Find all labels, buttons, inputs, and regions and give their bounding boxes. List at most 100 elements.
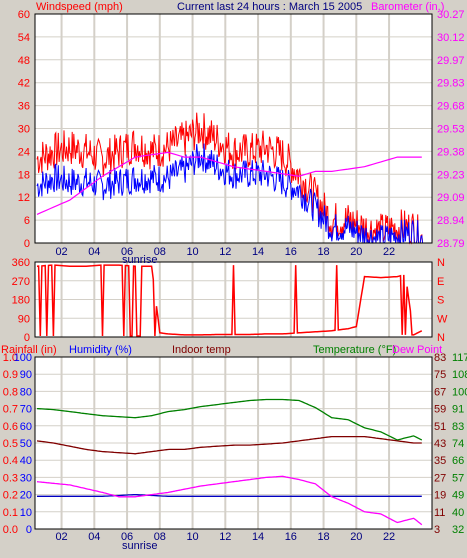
y-tick-label-humidity: 40 (20, 455, 32, 467)
x-tick-label: 12 (219, 246, 231, 258)
y-tick-label-direction: 90 (18, 313, 30, 325)
wind-plot-frame (34, 13, 433, 244)
x-tick-label: 16 (285, 246, 297, 258)
y-tick-label-barometer: 29.53 (437, 124, 465, 136)
y-tick-label-humidity: 90 (20, 369, 32, 381)
y-tick-label-indoor: 51 (434, 421, 446, 433)
barometer-label: Barometer (in.) (371, 1, 444, 13)
y-tick-label-indoor: 83 (434, 352, 446, 364)
y-tick-label-compass: W (437, 313, 448, 325)
y-tick-label-direction: 270 (12, 276, 30, 288)
y-tick-label-temperature: 66 (452, 455, 464, 467)
y-tick-label-barometer: 29.23 (437, 169, 465, 181)
y-tick-label-windspeed: 30 (18, 124, 30, 136)
x-tick-label: 02 (55, 246, 67, 258)
y-tick-label-barometer: 30.12 (437, 32, 465, 44)
y-tick-label-indoor: 3 (434, 524, 440, 536)
rainfall-label: Rainfall (in) (1, 344, 57, 356)
y-tick-label-windspeed: 36 (18, 101, 30, 113)
x-tick-label: 08 (154, 531, 166, 543)
y-tick-label-compass: N (437, 332, 445, 344)
y-tick-label-humidity: 60 (20, 421, 32, 433)
temperature-series-line (36, 398, 423, 441)
y-tick-label-compass: N (437, 257, 445, 269)
windspeed-series-line (36, 112, 424, 245)
y-tick-label-humidity: 50 (20, 438, 32, 450)
y-tick-label-windspeed: 54 (18, 32, 30, 44)
y-tick-label-rainfall: 0.9 (3, 369, 18, 381)
y-tick-label-rainfall: 0.3 (3, 472, 18, 484)
y-tick-label-rainfall: 0.8 (3, 386, 18, 398)
y-tick-label-direction: 180 (12, 295, 30, 307)
x-tick-label: 22 (383, 531, 395, 543)
y-tick-label-compass: E (437, 276, 444, 288)
barometer-series-line (36, 151, 422, 215)
y-tick-label-windspeed: 18 (18, 169, 30, 181)
y-tick-label-temperature: 32 (452, 524, 464, 536)
x-tick-label: 18 (317, 246, 329, 258)
humidity-series-line (37, 493, 422, 497)
y-tick-label-compass: S (437, 295, 444, 307)
y-tick-label-humidity: 0 (26, 524, 32, 536)
y-tick-label-temperature: 74 (452, 438, 464, 450)
y-tick-label-rainfall: 0.5 (3, 438, 18, 450)
y-tick-label-rainfall: 0.0 (3, 524, 18, 536)
y-tick-label-temperature: 40 (452, 507, 464, 519)
y-tick-label-barometer: 29.97 (437, 55, 465, 67)
x-tick-label: 12 (219, 531, 231, 543)
y-tick-label-humidity: 10 (20, 507, 32, 519)
humidity-label: Humidity (%) (69, 344, 132, 356)
y-tick-label-temperature: 108 (452, 369, 467, 381)
x-tick-label: 04 (88, 531, 100, 543)
direction-plot-frame (34, 261, 433, 338)
y-tick-label-barometer: 29.38 (437, 146, 465, 158)
x-tick-label: 06 (121, 246, 133, 258)
y-tick-label-windspeed: 6 (24, 215, 30, 227)
y-tick-label-humidity: 80 (20, 386, 32, 398)
x-tick-label: 08 (154, 246, 166, 258)
y-tick-label-rainfall: 0.7 (3, 404, 18, 416)
y-tick-label-barometer: 29.09 (437, 192, 465, 204)
y-tick-label-rainfall: 0.2 (3, 490, 18, 502)
y-tick-label-barometer: 29.83 (437, 78, 465, 90)
y-tick-label-barometer: 30.27 (437, 9, 465, 21)
y-tick-label-rainfall: 0.6 (3, 421, 18, 433)
x-tick-label: 22 (383, 246, 395, 258)
y-tick-label-temperature: 100 (452, 386, 467, 398)
dewpoint-series-line (36, 475, 423, 526)
y-tick-label-windspeed: 12 (18, 192, 30, 204)
y-tick-label-barometer: 28.79 (437, 238, 465, 250)
wind-average-series-line (36, 143, 424, 244)
y-tick-label-temperature: 117 (452, 352, 467, 364)
chart-title: Current last 24 hours : March 15 2005 (177, 1, 362, 13)
y-tick-label-rainfall: 0.4 (3, 455, 18, 467)
temperature-label: Temperature (°F) (313, 344, 396, 356)
x-tick-label: 20 (350, 531, 362, 543)
y-tick-label-humidity: 30 (20, 472, 32, 484)
y-tick-label-temperature: 49 (452, 490, 464, 502)
y-tick-label-rainfall: 1.0 (3, 352, 18, 364)
x-tick-label: 10 (186, 531, 198, 543)
y-tick-label-direction: 0 (24, 332, 30, 344)
y-tick-label-indoor: 11 (434, 507, 445, 519)
y-tick-label-humidity: 20 (20, 490, 32, 502)
y-tick-label-windspeed: 60 (18, 9, 30, 21)
windspeed-label: Windspeed (mph) (36, 1, 123, 13)
y-tick-label-indoor: 35 (434, 455, 446, 467)
indoor-temp-series-line (36, 435, 422, 455)
y-tick-label-indoor: 43 (434, 438, 446, 450)
temp-plot-frame (34, 356, 433, 530)
x-tick-label: 14 (252, 246, 264, 258)
x-tick-label: 18 (317, 531, 329, 543)
sunrise-label-top: sunrise (122, 254, 157, 266)
y-tick-label-humidity: 70 (20, 404, 32, 416)
indoor-temp-label: Indoor temp (172, 344, 231, 356)
y-tick-label-temperature: 57 (452, 472, 464, 484)
x-tick-label: 06 (121, 531, 133, 543)
x-tick-label: 16 (285, 531, 297, 543)
y-tick-label-barometer: 28.94 (437, 215, 465, 227)
y-tick-label-windspeed: 42 (18, 78, 30, 90)
y-tick-label-windspeed: 0 (24, 238, 30, 250)
y-tick-label-direction: 360 (12, 257, 30, 269)
